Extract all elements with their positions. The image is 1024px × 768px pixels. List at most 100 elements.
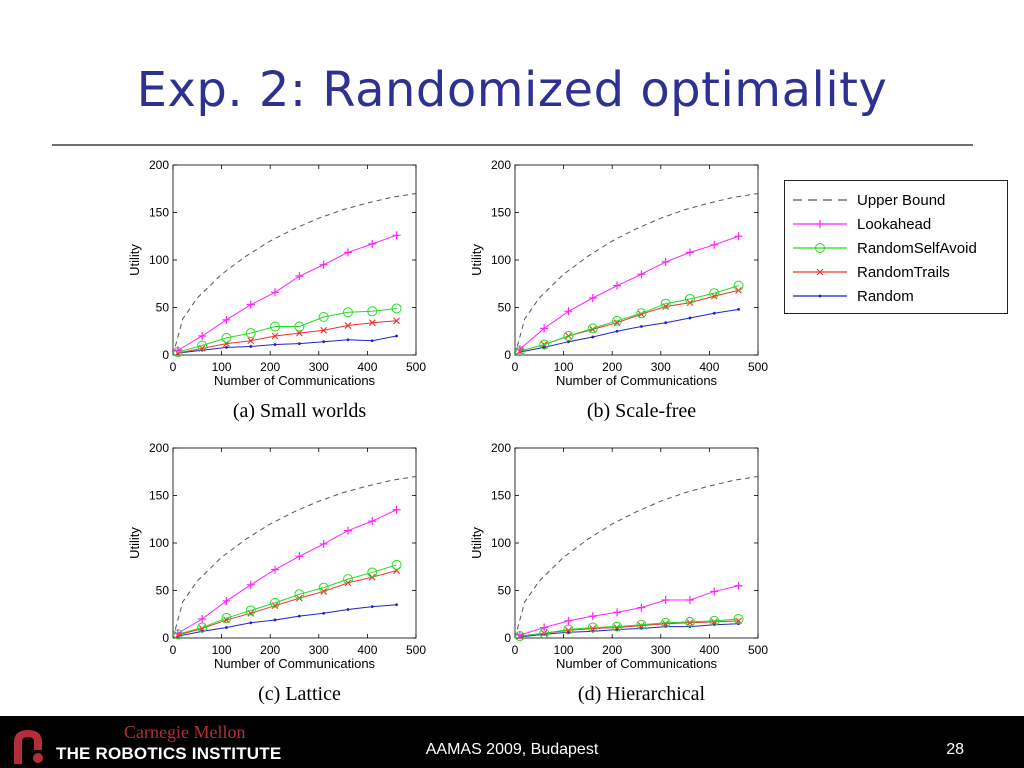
- legend-item-random-trails: RandomTrails: [793, 264, 950, 281]
- y-axis-label: Utility: [127, 244, 142, 276]
- y-tick-label: 0: [504, 631, 511, 645]
- chart-small-worlds: 0 100 200 300 400 500 0 50 100 150 200 Number of Co…: [120, 158, 426, 430]
- series-random-point: [322, 340, 326, 344]
- x-tick-label: 400: [699, 643, 719, 657]
- x-tick-label: 300: [309, 360, 329, 374]
- series-upper-bound-line: [172, 476, 417, 639]
- chart-caption: (d) Hierarchical: [578, 683, 706, 705]
- series-lookahead-point: [637, 270, 646, 279]
- series-random-self-avoid-point: [197, 622, 208, 633]
- y-tick-label: 50: [498, 301, 512, 315]
- y-tick-label: 50: [156, 584, 170, 598]
- y-tick-label: 0: [504, 348, 511, 362]
- series-random-point: [249, 345, 253, 348]
- series-random-point: [395, 334, 398, 338]
- series-random-self-avoid-point: [709, 288, 720, 299]
- series-lookahead-point: [540, 623, 549, 632]
- series-lookahead-point: [588, 294, 597, 302]
- series-lookahead-point: [173, 629, 182, 638]
- series-lookahead-point: [319, 539, 328, 548]
- series-lookahead: [515, 232, 743, 354]
- y-tick-label: 100: [491, 536, 511, 550]
- plot-area: [514, 164, 759, 356]
- y-tick-label: 150: [491, 206, 511, 220]
- series-random-self-avoid-point: [587, 323, 598, 334]
- legend-label: Upper Bound: [857, 192, 945, 209]
- series-random-trails-point: [637, 622, 645, 630]
- series-lookahead-point: [540, 324, 549, 333]
- x-tick-label: 200: [260, 360, 280, 374]
- page-number: 28: [946, 741, 964, 758]
- chart-lattice: 0 100 200 300 400 500 0 50 100 150 200 Number of Co…: [120, 441, 426, 713]
- y-axis-label: Utility: [469, 527, 484, 559]
- cmu-logo-icon: [14, 730, 43, 764]
- y-tick-label: 150: [491, 489, 511, 503]
- series-random-self-avoid-point: [636, 619, 647, 630]
- series-random-self-avoid-point: [539, 339, 550, 350]
- series-random: [518, 622, 740, 639]
- series-random-self-avoid-point: [318, 582, 329, 593]
- footer-divider: [0, 716, 1024, 720]
- series-lookahead-point: [246, 300, 255, 309]
- series-random-self-avoid-line: [177, 307, 397, 353]
- y-tick-label: 200: [491, 158, 511, 172]
- series-lookahead-line: [177, 509, 397, 634]
- series-lookahead-point: [564, 616, 573, 625]
- series-random-point: [370, 339, 374, 343]
- series-random-point: [664, 321, 668, 325]
- series-random-trails-point: [662, 620, 670, 628]
- series-lookahead: [173, 231, 401, 355]
- series-lookahead-point: [295, 272, 304, 281]
- series-random-self-avoid-point: [612, 315, 623, 326]
- series-lookahead-point: [198, 332, 207, 340]
- series-random-trails: [516, 287, 742, 355]
- legend-label: RandomTrails: [857, 264, 950, 281]
- series-lookahead-point: [734, 232, 743, 241]
- x-axis-label: Number of Communications: [214, 373, 376, 388]
- series-random-self-avoid-point: [660, 617, 671, 628]
- x-tick-label: 100: [212, 360, 232, 374]
- series-random-self-avoid: [514, 614, 744, 642]
- series-random-trails-point: [393, 317, 400, 325]
- series-random-self-avoid-point: [342, 307, 353, 318]
- legend-item-lookahead: Lookahead: [793, 216, 931, 233]
- series-random-point: [737, 308, 740, 311]
- series-lookahead: [515, 581, 743, 640]
- logo-carnegie-mellon: Carnegie Mellon: [124, 722, 246, 742]
- chart-scale-free: 0 100 200 300 400 500 0 50 100 150 200 Number of Co…: [462, 158, 768, 430]
- y-tick-label: 200: [491, 441, 511, 455]
- y-tick-label: 100: [149, 253, 169, 267]
- series-random-trails-point: [686, 299, 694, 307]
- series-random-point: [346, 338, 350, 342]
- series-random-self-avoid-point: [563, 624, 574, 635]
- series-random-line: [177, 604, 397, 637]
- series-random-point: [370, 605, 374, 609]
- series-lookahead-point: [637, 603, 646, 612]
- series-random-trails-point: [686, 619, 694, 627]
- series-random-trails-point: [344, 322, 352, 329]
- series-random-self-avoid-point: [270, 321, 281, 332]
- series-lookahead-line: [519, 235, 739, 350]
- series-random-point: [297, 342, 301, 345]
- series-random-self-avoid-point: [245, 328, 256, 339]
- series-random-trails-point: [320, 326, 328, 334]
- x-tick-label: 200: [602, 360, 622, 374]
- series-random-self-avoid-point: [197, 340, 208, 351]
- chart-legend: Upper Bound Lookahead RandomSelfAvoid Rando…: [784, 180, 1008, 314]
- legend-marker: [816, 220, 824, 228]
- series-lookahead-point: [222, 596, 231, 605]
- series-lookahead-point: [685, 596, 694, 604]
- series-random-self-avoid-line: [177, 564, 397, 635]
- series-lookahead-point: [613, 608, 622, 617]
- legend-label: RandomSelfAvoid: [857, 240, 977, 257]
- series-random-self-avoid-point: [587, 622, 598, 633]
- series-random-trails: [174, 567, 400, 639]
- y-tick-label: 50: [156, 301, 170, 315]
- plot-area: [514, 447, 759, 639]
- series-random-trails-point: [344, 579, 352, 587]
- series-lookahead-point: [392, 231, 401, 240]
- series-random-self-avoid-point: [367, 306, 378, 317]
- series-random-point: [542, 346, 546, 349]
- series-random-self-avoid-point: [612, 621, 623, 632]
- x-tick-label: 0: [512, 643, 519, 657]
